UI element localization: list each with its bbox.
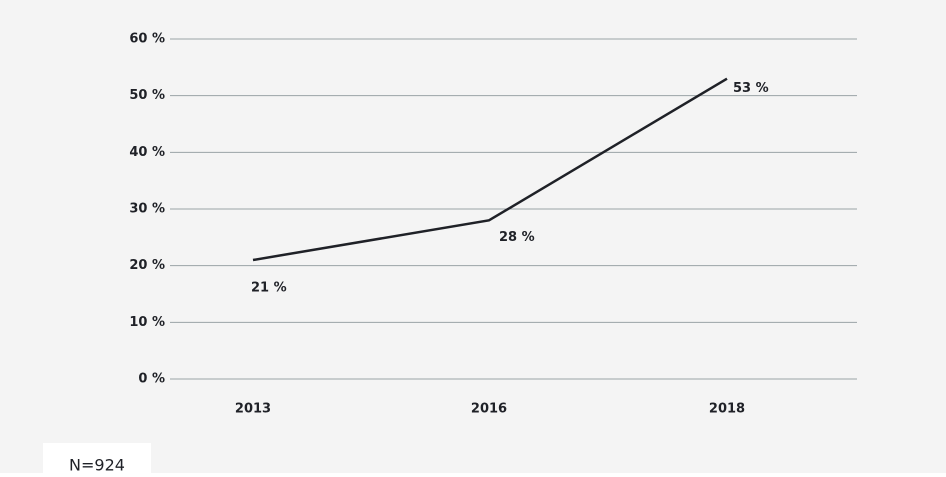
y-tick-label: 10 % [129,315,165,330]
y-tick-label: 20 % [129,258,165,273]
value-label: 28 % [499,230,535,245]
y-tick-label: 30 % [129,202,165,217]
y-tick-label: 0 % [138,372,165,387]
note-box [43,443,151,477]
x-tick-label: 2013 [235,402,271,417]
y-tick-label: 40 % [129,145,165,160]
x-tick-label: 2018 [709,402,745,417]
data-line [252,77,728,262]
x-tick-label: 2016 [471,402,507,417]
sample-size-note: N=924 [69,456,125,475]
value-label: 21 % [251,281,287,296]
y-tick-label: 60 % [129,32,165,47]
value-label: 53 % [733,81,769,96]
y-tick-label: 50 % [129,88,165,103]
